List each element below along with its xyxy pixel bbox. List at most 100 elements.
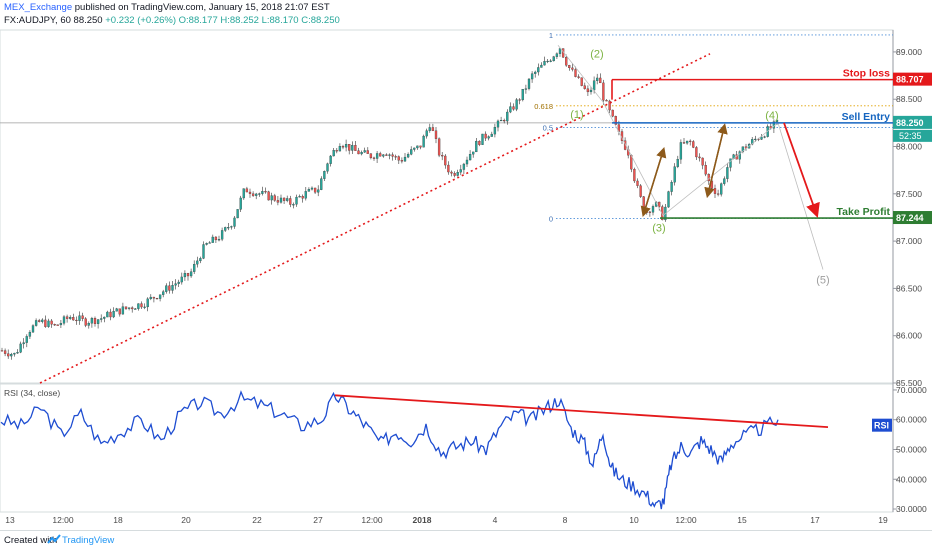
candle-body xyxy=(59,323,63,326)
take-profit-price: 87.244 xyxy=(896,213,924,223)
candle-body xyxy=(648,211,652,213)
candle-body xyxy=(41,319,44,322)
price-tick-label: 88.000 xyxy=(896,142,922,152)
rsi-line xyxy=(0,390,779,510)
candle-body xyxy=(310,187,314,190)
candle-body xyxy=(171,285,174,291)
candle-body xyxy=(251,193,255,196)
candle-body xyxy=(208,242,211,244)
candle-body xyxy=(230,226,233,228)
candle-body xyxy=(19,343,22,353)
candle-body xyxy=(313,187,317,193)
candle-body xyxy=(468,154,472,161)
candle-body xyxy=(465,159,469,165)
candle-body xyxy=(224,227,227,231)
candle-body xyxy=(614,116,617,125)
candle-body xyxy=(199,258,202,262)
candle-body xyxy=(453,173,456,176)
candle-body xyxy=(28,331,32,337)
candle-body xyxy=(38,320,41,322)
candle-body xyxy=(295,196,298,205)
fib-level-label: 0.618 xyxy=(534,102,553,111)
candle-body xyxy=(487,136,490,139)
candle-body xyxy=(682,142,686,144)
candle-body xyxy=(78,315,81,321)
candle-body xyxy=(62,316,66,324)
range-arrow xyxy=(640,151,664,218)
candle-body xyxy=(416,145,419,149)
chart-canvas[interactable]: 89.000 88.500 88.000 87.500 87.000 86.500 86.0… xyxy=(0,0,932,530)
time-tick-label: 22 xyxy=(252,515,262,525)
candle-body xyxy=(329,155,332,164)
candle-body xyxy=(512,106,515,110)
candle-body xyxy=(707,173,710,182)
candle-body xyxy=(220,230,224,240)
candle-body xyxy=(3,350,7,354)
stop-loss-label: Stop loss xyxy=(843,68,890,80)
candle-body xyxy=(31,325,35,333)
candle-body xyxy=(425,130,428,137)
candle-body xyxy=(437,138,441,156)
candle-body xyxy=(354,145,357,151)
rsi-badge-box xyxy=(872,418,892,432)
candle-body xyxy=(447,164,450,173)
candle-body xyxy=(233,217,236,227)
candle-body xyxy=(422,135,425,148)
time-tick-label: 10 xyxy=(629,515,639,525)
candle-body xyxy=(155,298,159,300)
candle-body xyxy=(267,191,270,201)
candle-body xyxy=(499,120,503,122)
candle-body xyxy=(685,140,689,144)
candle-body xyxy=(186,273,190,277)
sell-entry-price: 88.250 xyxy=(896,118,924,128)
candle-body xyxy=(720,183,723,195)
candle-body xyxy=(149,296,152,300)
chart-header: MEX_Exchange published on TradingView.co… xyxy=(0,0,932,30)
price-tick-label: 89.000 xyxy=(896,47,922,57)
candle-body xyxy=(543,61,546,66)
candle-body xyxy=(50,320,53,325)
candle-body xyxy=(87,323,90,326)
time-tick-label: 19 xyxy=(878,515,888,525)
author-link[interactable]: MEX_Exchange xyxy=(4,2,73,13)
candle-body xyxy=(493,126,497,135)
rsi-pane xyxy=(0,383,894,513)
candle-body xyxy=(568,65,571,69)
candle-body xyxy=(317,189,320,193)
tradingview-link[interactable]: TradingView xyxy=(62,535,115,546)
candle-body xyxy=(450,171,453,174)
candle-body xyxy=(391,154,394,157)
candle-body xyxy=(258,193,261,195)
candle-body xyxy=(279,197,283,203)
publish-info: published on TradingView.com, January 15… xyxy=(74,2,330,13)
wave-label: (3) xyxy=(652,223,665,235)
candle-body xyxy=(413,147,416,150)
candle-body xyxy=(676,159,679,167)
candle-body xyxy=(298,196,301,198)
candle-body xyxy=(534,71,537,74)
candle-body xyxy=(385,154,388,156)
candle-body xyxy=(372,157,376,159)
candle-body xyxy=(484,133,487,139)
candle-body xyxy=(168,285,171,291)
candle-body xyxy=(375,153,379,159)
rsi-title: RSI (34, close) xyxy=(4,388,60,398)
candle-body xyxy=(214,236,218,241)
candle-body xyxy=(100,318,103,320)
candle-body xyxy=(7,353,10,357)
candle-body xyxy=(434,130,438,139)
candle-body xyxy=(180,276,183,283)
candle-body xyxy=(196,260,199,265)
price-pane xyxy=(0,29,894,384)
candle-body xyxy=(56,324,59,326)
time-tick-label: 12:00 xyxy=(675,515,697,525)
candle-body xyxy=(503,120,506,122)
price-tick-label: 85.500 xyxy=(896,378,922,388)
candle-body xyxy=(65,316,69,319)
candle-body xyxy=(75,319,78,322)
candle-body xyxy=(289,198,292,205)
candle-body xyxy=(326,163,329,172)
candle-body xyxy=(124,306,128,309)
candle-body xyxy=(583,85,586,89)
candle-body xyxy=(245,188,249,193)
